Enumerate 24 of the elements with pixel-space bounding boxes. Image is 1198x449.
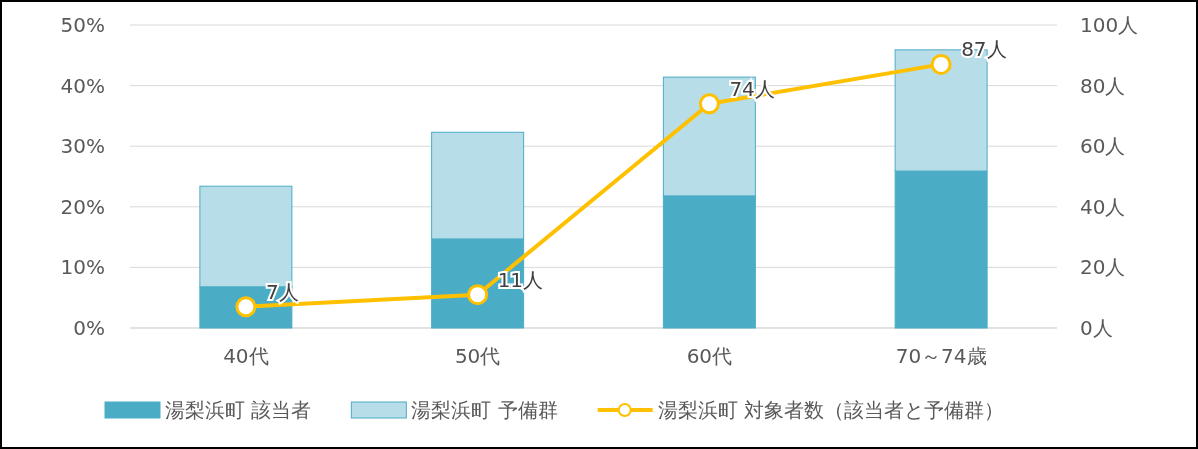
y-tick-label: 50% <box>60 13 105 37</box>
data-label: 87人 <box>961 37 1007 62</box>
y2-tick-label: 100人 <box>1080 13 1139 37</box>
y-tick-label: 30% <box>60 134 105 159</box>
y2-tick-label: 0人 <box>1080 316 1113 340</box>
point <box>930 53 952 75</box>
point <box>235 296 257 318</box>
x-tick-label: 60代 <box>686 344 733 368</box>
y2-tick-label: 20人 <box>1080 255 1126 280</box>
legend-label: 湯梨浜町 対象者数（該当者と予備群） <box>657 398 1005 422</box>
y2-tick-label: 60人 <box>1080 134 1126 159</box>
y2-tick-label: 40人 <box>1080 194 1126 219</box>
legend-label: 湯梨浜町 予備群 <box>411 398 558 422</box>
y-tick-label: 10% <box>60 255 105 280</box>
y-tick-label: 40% <box>60 73 105 98</box>
x-tick-label: 40代 <box>223 344 269 368</box>
x-tick-label: 70～74歳 <box>895 344 987 368</box>
y-tick-label: 20% <box>60 194 105 219</box>
y2-tick-label: 80人 <box>1080 73 1126 98</box>
y-tick-label: 0% <box>73 316 105 340</box>
point <box>698 93 720 115</box>
x-tick-label: 50代 <box>454 344 501 368</box>
legend-label: 湯梨浜町 該当者 <box>165 398 312 422</box>
point <box>467 284 489 306</box>
